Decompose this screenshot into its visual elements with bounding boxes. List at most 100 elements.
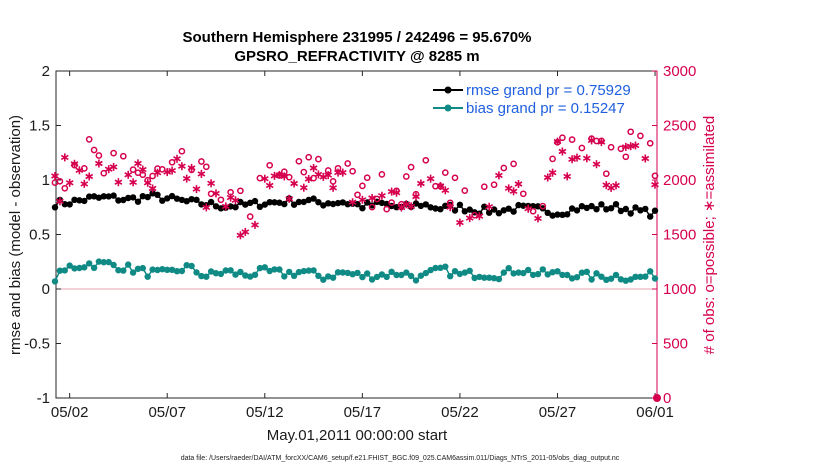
bias-point	[549, 269, 556, 276]
asterisk-stroke	[251, 222, 259, 228]
rmse-point	[320, 202, 327, 209]
obs-possible-point	[378, 171, 386, 178]
y-tick-label-right: 1000	[663, 281, 696, 298]
obs-assimilated-point	[56, 197, 64, 206]
rmse-point	[178, 196, 186, 204]
asterisk-stroke	[417, 180, 425, 187]
rmse-point	[554, 211, 561, 218]
rmse-point	[617, 207, 625, 215]
asterisk-stroke	[631, 142, 640, 149]
obs-assimilated-point	[338, 168, 347, 177]
obs-possible-point	[344, 160, 352, 167]
asterisk-stroke	[212, 190, 220, 197]
asterisk-stroke	[290, 180, 298, 187]
rmse-point	[168, 192, 176, 200]
rmse-point	[51, 204, 59, 211]
bias-point	[544, 271, 551, 278]
x-tick-label: 06/01	[636, 404, 674, 421]
asterisk-stroke	[534, 215, 542, 222]
asterisk-stroke	[173, 156, 181, 162]
asterisk-stroke	[187, 165, 196, 171]
rmse-point	[237, 198, 244, 206]
bias-point	[90, 264, 98, 271]
rmse-point	[134, 198, 142, 205]
asterisk-stroke	[446, 204, 455, 210]
asterisk-stroke	[436, 183, 445, 189]
bias-point	[486, 274, 493, 281]
bias-point	[247, 273, 254, 280]
obs-assimilated-point	[134, 159, 142, 168]
obs-possible-point	[422, 156, 430, 164]
bias-point	[86, 260, 93, 267]
rmse-point	[603, 206, 610, 213]
bias-point	[300, 267, 307, 275]
bias-point	[217, 270, 225, 278]
y-tick-label-right: 2500	[663, 118, 696, 135]
bias-point	[495, 275, 503, 283]
obs-possible-point	[246, 213, 254, 220]
bias-point	[159, 266, 166, 273]
bias-point	[261, 264, 268, 271]
bias-point	[383, 273, 390, 281]
asterisk-stroke	[163, 169, 172, 175]
y-tick-label-right: 2000	[663, 172, 696, 189]
obs-assimilated-point	[304, 175, 313, 183]
obs-assimilated-point	[524, 204, 533, 213]
y-tick-label-left: 0.5	[29, 227, 50, 244]
rmse-point	[529, 203, 537, 210]
obs-possible-point	[56, 177, 64, 185]
obs-possible-point	[637, 132, 644, 140]
asterisk-stroke	[426, 176, 435, 182]
obs-assimilated-point	[299, 183, 308, 192]
obs-possible-point	[359, 182, 366, 190]
obs-assimilated-point	[75, 166, 84, 175]
rmse-point	[247, 199, 254, 206]
rmse-point	[486, 209, 493, 216]
obs-assimilated-point	[514, 180, 523, 188]
obs-possible-point	[237, 187, 244, 195]
obs-assimilated-point	[436, 182, 445, 190]
obs-assimilated-point	[495, 171, 503, 180]
bias-point	[173, 268, 181, 275]
asterisk-stroke	[314, 171, 323, 178]
obs-possible-point	[85, 136, 93, 143]
bias-point	[183, 262, 190, 269]
y-tick-label-left: -0.5	[24, 336, 50, 353]
obs-possible-point	[110, 149, 117, 157]
obs-assimilated-point	[260, 174, 269, 183]
rmse-point	[110, 192, 117, 199]
y-axis-label-right: # of obs: o=possible; ∗=assimilated	[701, 116, 718, 355]
obs-assimilated-point	[446, 203, 455, 212]
obs-possible-point	[266, 161, 274, 169]
bias-point	[242, 272, 249, 279]
asterisk-stroke	[270, 173, 279, 179]
bias-point	[134, 265, 142, 272]
obs-possible-point	[622, 153, 630, 161]
obs-assimilated-point	[138, 165, 147, 174]
asterisk-stroke	[299, 185, 308, 191]
rmse-point	[632, 204, 639, 211]
obs-possible-point	[295, 157, 303, 165]
bias-point	[637, 273, 644, 280]
asterisk-stroke	[402, 201, 411, 207]
obs-assimilated-point	[553, 137, 562, 146]
asterisk-stroke	[207, 180, 215, 186]
bias-point	[520, 269, 527, 277]
obs-possible-point	[202, 163, 210, 171]
bias-point	[403, 269, 410, 276]
obs-assimilated-point	[387, 187, 396, 196]
bias-point	[534, 270, 542, 278]
rmse-point	[310, 195, 317, 202]
y-tick-label-left: 1.5	[29, 118, 50, 135]
obs-assimilated-point	[597, 138, 606, 147]
rmse-point	[129, 194, 137, 201]
bias-point	[505, 265, 512, 272]
asterisk-stroke	[407, 203, 415, 210]
legend: rmse grand pr = 0.75929 bias grand pr = …	[430, 79, 656, 119]
rmse-point	[159, 197, 166, 204]
rmse-point	[183, 198, 190, 205]
bias-point	[412, 277, 420, 284]
rmse-point	[378, 199, 386, 207]
bias-point	[168, 266, 176, 273]
obs-assimilated-point	[543, 173, 552, 182]
